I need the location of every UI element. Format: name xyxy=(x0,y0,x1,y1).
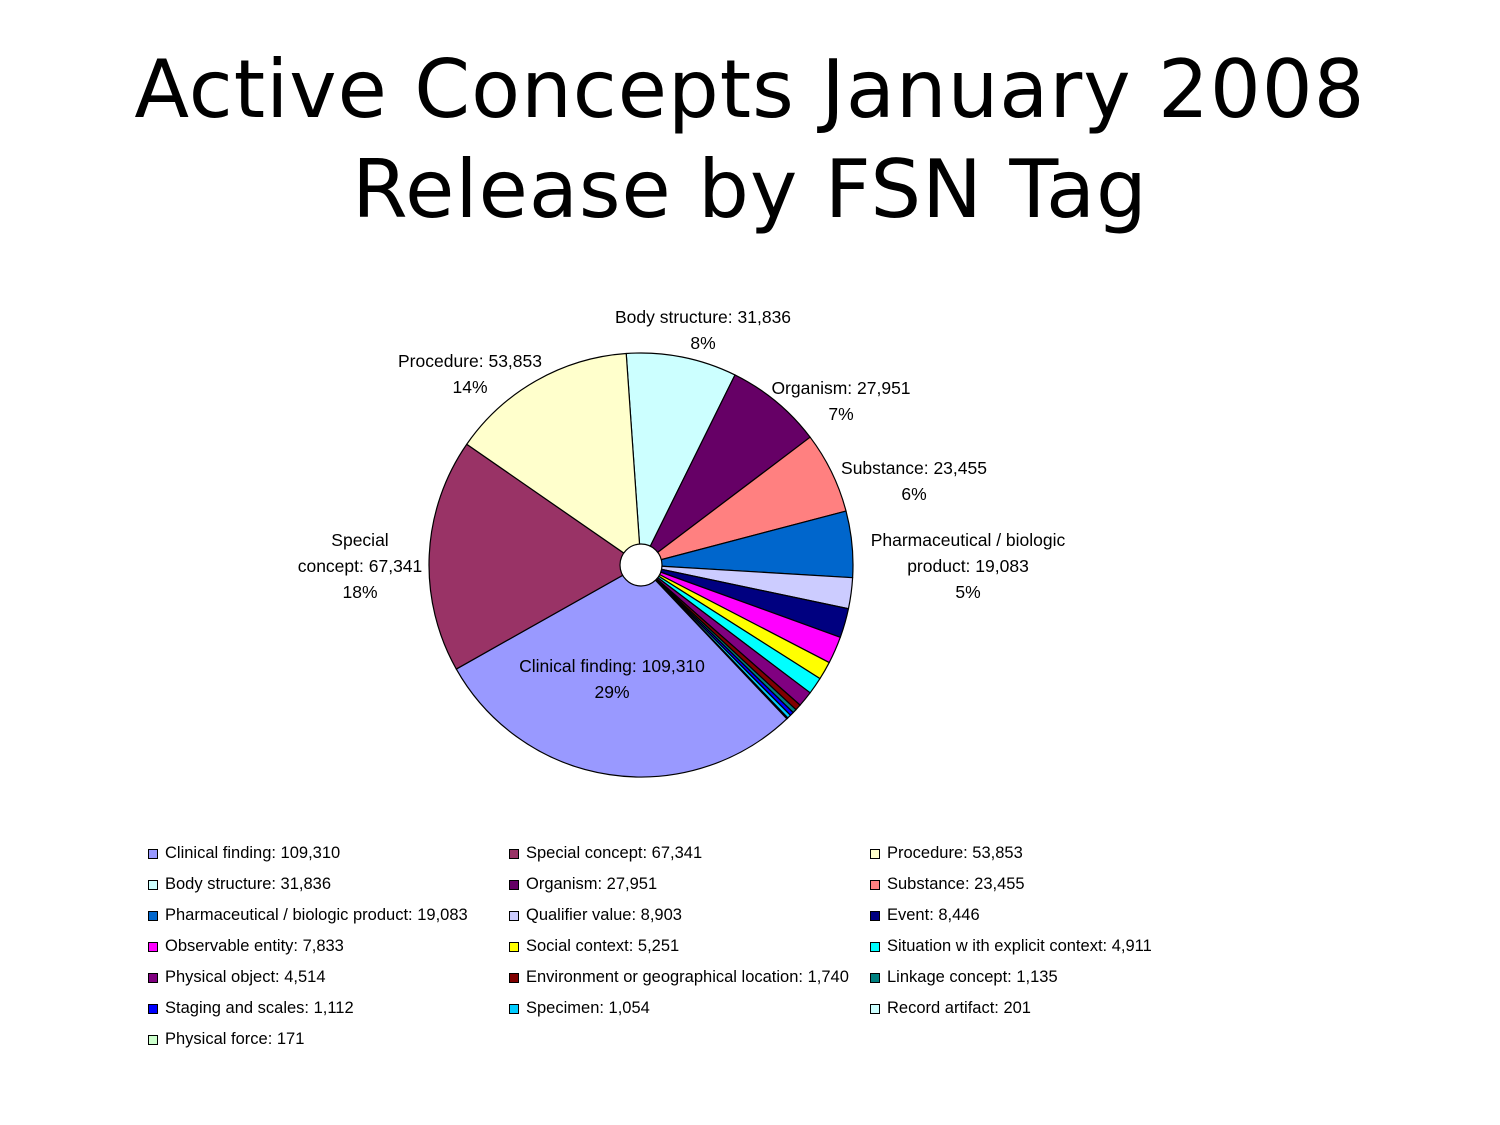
legend-label: Physical force: 171 xyxy=(165,1030,305,1048)
legend-label: Social context: 5,251 xyxy=(526,937,680,955)
legend-label: Qualifier value: 8,903 xyxy=(526,906,682,924)
legend-item: Organism: 27,951 xyxy=(509,869,870,900)
legend-swatch xyxy=(509,1003,519,1014)
slice-data-label: Substance: 23,455 6% xyxy=(841,458,987,504)
legend-item: Physical object: 4,514 xyxy=(148,962,509,993)
slice-data-label: Procedure: 53,853 14% xyxy=(398,351,542,397)
slice-data-label: Pharmaceutical / biologic product: 19,083… xyxy=(871,530,1066,602)
legend-swatch xyxy=(870,941,880,952)
legend-label: Staging and scales: 1,112 xyxy=(165,999,354,1017)
pie-slice-labels: Body structure: 31,836 8% Organism: 27,951… xyxy=(298,307,1066,702)
legend-label: Physical object: 4,514 xyxy=(165,968,326,986)
legend-item: Specimen: 1,054 xyxy=(509,993,870,1024)
pie-slice-body-structure xyxy=(625,352,736,566)
legend-item: Clinical finding: 109,310 xyxy=(148,838,509,869)
legend-swatch xyxy=(870,1003,880,1014)
legend-item: Body structure: 31,836 xyxy=(148,869,509,900)
legend-label: Procedure: 53,853 xyxy=(887,844,1023,862)
legend-swatch xyxy=(148,1034,158,1045)
slice-data-label: Special concept: 67,341 18% xyxy=(298,530,423,602)
legend-label: Organism: 27,951 xyxy=(526,875,658,893)
legend-label: Special concept: 67,341 xyxy=(526,844,703,862)
legend-swatch xyxy=(509,910,519,921)
pie-center-hole xyxy=(619,543,663,587)
slice-data-label-line: 29% xyxy=(594,682,629,702)
legend-item: Record artifact: 201 xyxy=(870,993,1231,1024)
slice-data-label-line: concept: 67,341 xyxy=(298,556,423,576)
legend-swatch xyxy=(509,879,519,890)
legend-item: Physical force: 171 xyxy=(148,1024,509,1055)
legend-label: Observable entity: 7,833 xyxy=(165,937,344,955)
slide-title-line-1: Active Concepts January 2008 xyxy=(134,43,1366,136)
legend-swatch xyxy=(870,879,880,890)
slide-title: Active Concepts January 2008 Release by … xyxy=(0,40,1500,240)
legend-swatch xyxy=(870,972,880,983)
legend-swatch xyxy=(148,1003,158,1014)
legend-swatch xyxy=(148,879,158,890)
legend-item: Qualifier value: 8,903 xyxy=(509,900,870,931)
slice-data-label: Body structure: 31,836 8% xyxy=(615,307,791,353)
slice-data-label-line: product: 19,083 xyxy=(907,556,1029,576)
slice-data-label-line: 18% xyxy=(342,582,377,602)
pie-slice-clinical-finding xyxy=(455,564,788,778)
legend-item: Procedure: 53,853 xyxy=(870,838,1231,869)
legend-item: Social context: 5,251 xyxy=(509,931,870,962)
legend-swatch xyxy=(509,848,519,859)
pie-slice-special-concept xyxy=(428,443,642,670)
slice-data-label-line: 7% xyxy=(828,404,853,424)
legend-label: Specimen: 1,054 xyxy=(526,999,650,1017)
legend-swatch xyxy=(148,910,158,921)
legend-item: Situation w ith explicit context: 4,911 xyxy=(870,931,1231,962)
slice-data-label: Clinical finding: 109,310 29% xyxy=(519,656,705,702)
legend-swatch xyxy=(148,972,158,983)
legend-item: Event: 8,446 xyxy=(870,900,1231,931)
slice-data-label-line: Substance: 23,455 xyxy=(841,458,987,478)
slice-data-label-line: Special xyxy=(331,530,388,550)
slice-data-label-line: 5% xyxy=(955,582,980,602)
slice-data-label-line: 14% xyxy=(452,377,487,397)
legend-item: Pharmaceutical / biologic product: 19,08… xyxy=(148,900,509,931)
legend-label: Body structure: 31,836 xyxy=(165,875,332,893)
slice-data-label-line: Organism: 27,951 xyxy=(771,378,910,398)
slice-data-label-line: Pharmaceutical / biologic xyxy=(871,530,1066,550)
legend-swatch xyxy=(870,910,880,921)
slide-title-line-2: Release by FSN Tag xyxy=(352,143,1148,236)
slice-data-label-line: Clinical finding: 109,310 xyxy=(519,656,705,676)
legend-swatch xyxy=(509,972,519,983)
legend-item: Staging and scales: 1,112 xyxy=(148,993,509,1024)
legend-label: Linkage concept: 1,135 xyxy=(887,968,1058,986)
legend-swatch xyxy=(870,848,880,859)
legend-label: Event: 8,446 xyxy=(887,906,980,924)
legend-label: Record artifact: 201 xyxy=(887,999,1031,1017)
pie-slices xyxy=(428,352,854,778)
legend-label: Pharmaceutical / biologic product: 19,08… xyxy=(165,906,468,924)
slice-data-label-line: Procedure: 53,853 xyxy=(398,351,542,371)
legend-item: Environment or geographical location: 1,… xyxy=(509,962,870,993)
slice-data-label-line: 6% xyxy=(901,484,926,504)
legend-swatch xyxy=(148,941,158,952)
legend-item: Observable entity: 7,833 xyxy=(148,931,509,962)
slice-data-label-line: Body structure: 31,836 xyxy=(615,307,791,327)
chart-legend: Clinical finding: 109,310 Special concept… xyxy=(148,838,1248,1055)
legend-item: Special concept: 67,341 xyxy=(509,838,870,869)
legend-swatch xyxy=(509,941,519,952)
pie-slice-procedure xyxy=(466,352,642,566)
legend-label: Substance: 23,455 xyxy=(887,875,1025,893)
slice-data-label-line: 8% xyxy=(690,333,715,353)
pie-slice-organism xyxy=(640,374,811,566)
legend-item: Linkage concept: 1,135 xyxy=(870,962,1231,993)
legend-label: Clinical finding: 109,310 xyxy=(165,844,341,862)
legend-label: Situation w ith explicit context: 4,911 xyxy=(887,937,1152,955)
legend-label: Environment or geographical location: 1,… xyxy=(526,968,849,986)
legend-swatch xyxy=(148,848,158,859)
legend-item: Substance: 23,455 xyxy=(870,869,1231,900)
slice-data-label: Organism: 27,951 7% xyxy=(771,378,910,424)
